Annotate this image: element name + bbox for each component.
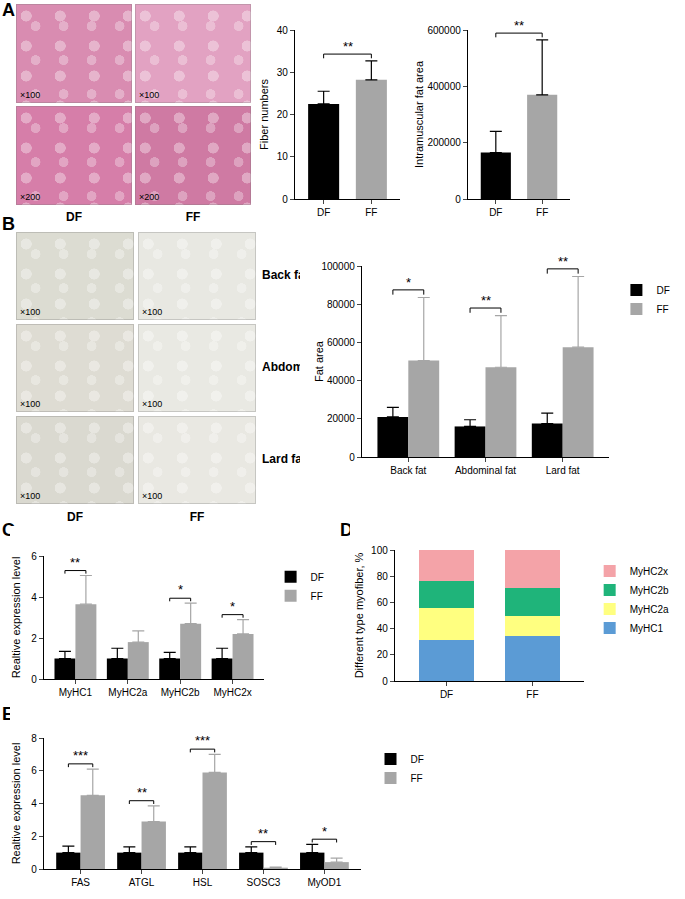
svg-text:**: ** [343, 39, 353, 54]
svg-text:***: *** [73, 748, 88, 763]
svg-text:**: ** [481, 293, 491, 308]
svg-text:FF: FF [311, 591, 323, 602]
svg-text:40000: 40000 [327, 375, 355, 386]
svg-text:**: ** [514, 18, 524, 33]
svg-text:DF: DF [311, 572, 324, 583]
svg-text:20000: 20000 [327, 413, 355, 424]
svg-text:MyHC2x: MyHC2x [630, 566, 668, 577]
svg-text:40: 40 [377, 623, 389, 634]
svg-text:DF: DF [411, 754, 424, 765]
svg-text:4: 4 [31, 592, 37, 603]
svg-text:Abdominal fat: Abdominal fat [455, 465, 516, 476]
svg-text:6: 6 [31, 551, 37, 562]
svg-text:60000: 60000 [327, 337, 355, 348]
svg-text:*: * [178, 582, 183, 597]
svg-text:Different type myofiber, %: Different type myofiber, % [353, 552, 365, 678]
svg-text:MyHC2a: MyHC2a [108, 687, 147, 698]
svg-text:MyHC1: MyHC1 [59, 687, 93, 698]
svg-text:MyOD1: MyOD1 [307, 877, 341, 888]
svg-text:80000: 80000 [327, 299, 355, 310]
svg-text:200000: 200000 [427, 137, 461, 148]
svg-text:Realtive expression level: Realtive expression level [10, 743, 22, 865]
svg-text:DF: DF [317, 207, 330, 218]
svg-text:20: 20 [377, 649, 389, 660]
svg-text:Fat area: Fat area [313, 340, 325, 382]
svg-text:*: * [406, 275, 411, 290]
svg-text:FF: FF [365, 207, 377, 218]
svg-text:40: 40 [277, 25, 289, 36]
svg-text:30: 30 [277, 67, 289, 78]
svg-text:Intramuscular fat area: Intramuscular fat area [413, 60, 425, 168]
svg-text:*: * [322, 824, 327, 839]
svg-text:MyHC2b: MyHC2b [161, 687, 200, 698]
svg-text:**: ** [258, 826, 268, 841]
svg-text:Lard fat: Lard fat [546, 465, 580, 476]
svg-text:SOSC3: SOSC3 [247, 877, 281, 888]
svg-text:**: ** [137, 785, 147, 800]
svg-text:ATGL: ATGL [129, 877, 155, 888]
svg-text:FAS: FAS [71, 877, 90, 888]
svg-text:FF: FF [411, 773, 423, 784]
svg-text:0: 0 [382, 676, 388, 687]
svg-text:0: 0 [282, 194, 288, 205]
svg-text:0: 0 [31, 674, 37, 685]
svg-text:6: 6 [31, 765, 37, 776]
svg-text:2: 2 [31, 633, 37, 644]
svg-text:FF: FF [656, 304, 668, 315]
svg-text:60: 60 [377, 597, 389, 608]
svg-text:MyHC2a: MyHC2a [630, 604, 669, 615]
svg-text:2: 2 [31, 831, 37, 842]
svg-text:600000: 600000 [427, 25, 461, 36]
svg-text:*: * [230, 599, 235, 614]
svg-text:**: ** [558, 254, 568, 269]
svg-text:FF: FF [526, 689, 538, 700]
svg-text:0: 0 [31, 864, 37, 875]
svg-text:4: 4 [31, 798, 37, 809]
svg-text:100: 100 [371, 545, 388, 556]
svg-text:FF: FF [536, 207, 548, 218]
svg-text:10: 10 [277, 151, 289, 162]
svg-text:8: 8 [31, 733, 37, 744]
svg-text:100000: 100000 [321, 261, 355, 272]
svg-text:80: 80 [377, 571, 389, 582]
svg-text:Fiber numbers: Fiber numbers [258, 79, 270, 150]
svg-text:Realtive expression level: Realtive expression level [10, 557, 22, 679]
svg-text:DF: DF [656, 285, 669, 296]
svg-text:DF: DF [440, 689, 453, 700]
svg-text:MyHC2x: MyHC2x [213, 687, 251, 698]
svg-text:MyHC2b: MyHC2b [630, 585, 669, 596]
svg-text:**: ** [70, 555, 80, 570]
svg-text:0: 0 [455, 194, 461, 205]
svg-text:Back fat: Back fat [390, 465, 426, 476]
svg-text:400000: 400000 [427, 81, 461, 92]
svg-text:0: 0 [349, 452, 355, 463]
svg-text:20: 20 [277, 109, 289, 120]
svg-text:HSL: HSL [193, 877, 213, 888]
svg-text:DF: DF [489, 207, 502, 218]
svg-text:MyHC1: MyHC1 [630, 623, 664, 634]
svg-text:***: *** [195, 733, 210, 748]
